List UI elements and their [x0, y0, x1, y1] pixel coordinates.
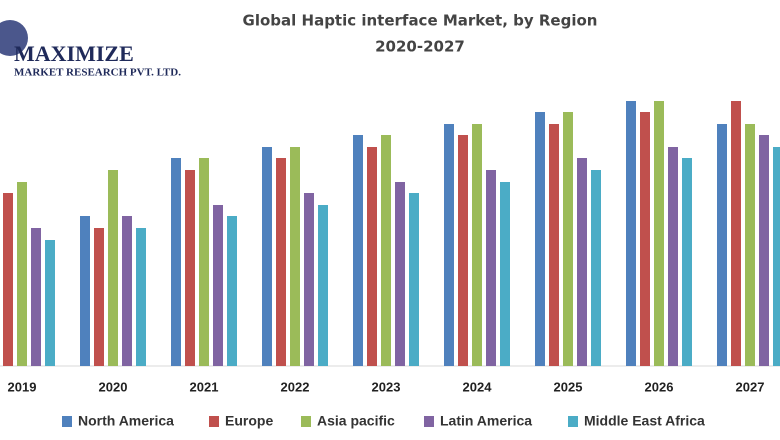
- x-tick-label: 2026: [645, 379, 674, 394]
- x-tick-label: 2020: [99, 379, 128, 394]
- logo-globe: [0, 20, 28, 56]
- bar: [45, 240, 55, 366]
- legend-label: Europe: [225, 413, 273, 429]
- bar: [472, 124, 482, 366]
- bar: [668, 147, 678, 366]
- x-tick-label: 2025: [554, 379, 583, 394]
- bar: [395, 182, 405, 366]
- bar: [563, 112, 573, 366]
- legend-swatch: [301, 416, 311, 427]
- bar: [486, 170, 496, 366]
- x-tick-label: 2022: [281, 379, 310, 394]
- bar: [640, 112, 650, 366]
- bar: [731, 101, 741, 366]
- bar: [304, 193, 314, 366]
- bar: [262, 147, 272, 366]
- bar: [276, 158, 286, 366]
- bar: [367, 147, 377, 366]
- bar: [577, 158, 587, 366]
- bar: [227, 216, 237, 366]
- bar: [122, 216, 132, 366]
- bar: [717, 124, 727, 366]
- legend-label: Middle East Africa: [584, 413, 705, 429]
- bar: [759, 135, 769, 366]
- logo-name: MAXIMIZE: [14, 41, 134, 66]
- bar: [94, 228, 104, 366]
- bar: [199, 158, 209, 366]
- bar: [213, 205, 223, 366]
- bar: [17, 182, 27, 366]
- bar: [381, 135, 391, 366]
- bar: [549, 124, 559, 366]
- bar: [185, 170, 195, 366]
- bar: [80, 216, 90, 366]
- chart-title: Global Haptic interface Market, by Regio…: [243, 12, 598, 30]
- bar: [745, 124, 755, 366]
- legend-label: Latin America: [440, 413, 532, 429]
- x-tick-label: 2024: [463, 379, 493, 394]
- bar: [444, 124, 454, 366]
- bar: [535, 112, 545, 366]
- bar: [773, 147, 780, 366]
- bar: [682, 158, 692, 366]
- logo-tagline: MARKET RESEARCH PVT. LTD.: [14, 67, 181, 79]
- x-tick-label: 2027: [736, 379, 765, 394]
- x-tick-label: 2023: [372, 379, 401, 394]
- bar: [3, 193, 13, 366]
- bar: [409, 193, 419, 366]
- chart-subtitle: 2020-2027: [375, 38, 465, 56]
- bar: [31, 228, 41, 366]
- legend-label: Asia pacific: [317, 413, 395, 429]
- bar: [318, 205, 328, 366]
- x-tick-label: 2019: [8, 379, 37, 394]
- bar: [171, 158, 181, 366]
- bar: [290, 147, 300, 366]
- bar: [591, 170, 601, 366]
- bar: [136, 228, 146, 366]
- legend-swatch: [568, 416, 578, 427]
- x-tick-label: 2021: [190, 379, 219, 394]
- legend-swatch: [209, 416, 219, 427]
- bar: [353, 135, 363, 366]
- legend-swatch: [62, 416, 72, 427]
- bar: [500, 182, 510, 366]
- legend-swatch: [424, 416, 434, 427]
- bar: [626, 101, 636, 366]
- legend-label: North America: [78, 413, 174, 429]
- bar: [458, 135, 468, 366]
- bar: [108, 170, 118, 366]
- bar: [654, 101, 664, 366]
